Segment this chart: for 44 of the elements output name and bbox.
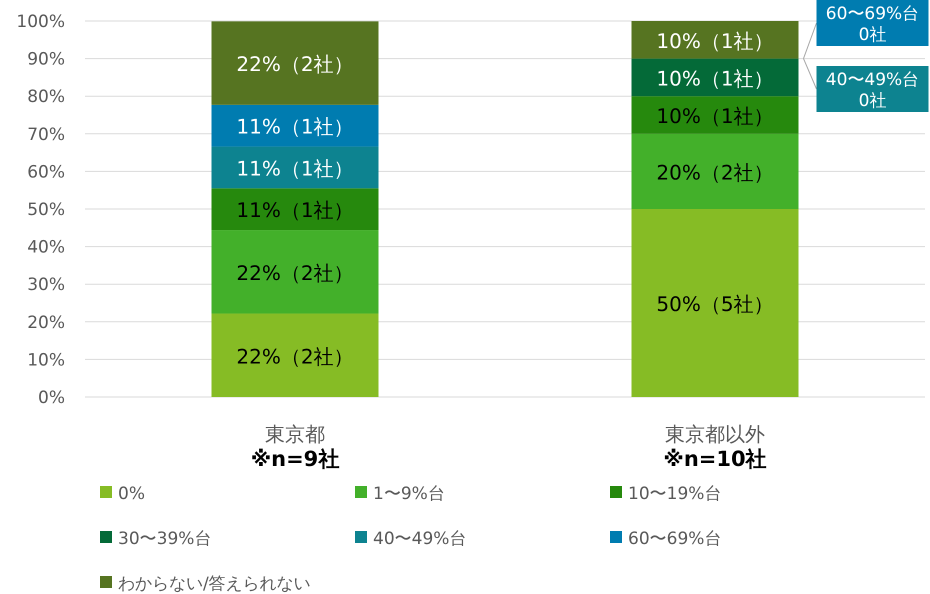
bar <box>212 188 378 230</box>
y-tick-label: 0% <box>38 388 65 408</box>
bar <box>632 21 798 59</box>
y-tick-label: 30% <box>27 275 65 296</box>
y-tick-label: 70% <box>27 124 65 145</box>
y-tick-label: 40% <box>27 238 65 258</box>
legend-label: 0% <box>118 484 145 504</box>
y-tick-label: 90% <box>27 50 65 70</box>
data-label: 11%（1社） <box>236 114 354 139</box>
data-label: 22%（2社） <box>236 260 354 285</box>
bar <box>212 230 378 314</box>
bar <box>632 134 798 209</box>
data-label: 10%（1社） <box>656 28 774 53</box>
data-label: 50%（5社） <box>656 292 774 316</box>
bar <box>212 104 378 147</box>
data-label: 11%（1社） <box>236 198 354 222</box>
annotation: 40〜49%台 0社 <box>826 70 920 111</box>
y-tick-label: 10% <box>27 350 65 370</box>
legend-label: 40〜49%台 <box>373 529 466 549</box>
data-label: 22%（2社） <box>236 344 354 368</box>
data-label: 11%（1社） <box>236 156 354 180</box>
data-label: 20%（2社） <box>656 160 774 184</box>
y-tick-label: 20% <box>27 312 65 333</box>
legend-label: わからない/答えられない <box>118 574 311 594</box>
data-label: 10%（1社） <box>656 66 774 90</box>
legend-label: 30〜39%台 <box>118 529 212 549</box>
y-tick-label: 60% <box>27 162 65 182</box>
y-tick-label: 80% <box>27 87 65 108</box>
legend-label: 1〜9%台 <box>373 484 445 504</box>
bar <box>632 209 798 397</box>
bar <box>212 314 378 397</box>
bar <box>212 146 378 188</box>
data-label: 22%（2社） <box>236 52 354 76</box>
bar <box>632 58 798 96</box>
y-tick-label: 50% <box>27 200 65 220</box>
y-tick-label: 100% <box>16 12 65 32</box>
annotation: 60〜69%台 0社 <box>826 4 920 45</box>
x-tick-label: 東京都 ※n=9社 <box>250 422 340 471</box>
bar <box>212 21 378 105</box>
legend-label: 60〜69%台 <box>628 529 722 549</box>
bar <box>632 96 798 134</box>
legend-label: 10〜19%台 <box>628 484 722 504</box>
x-tick-label: 東京都以外 ※n=10社 <box>663 422 767 471</box>
data-label: 10%（1社） <box>656 104 774 128</box>
